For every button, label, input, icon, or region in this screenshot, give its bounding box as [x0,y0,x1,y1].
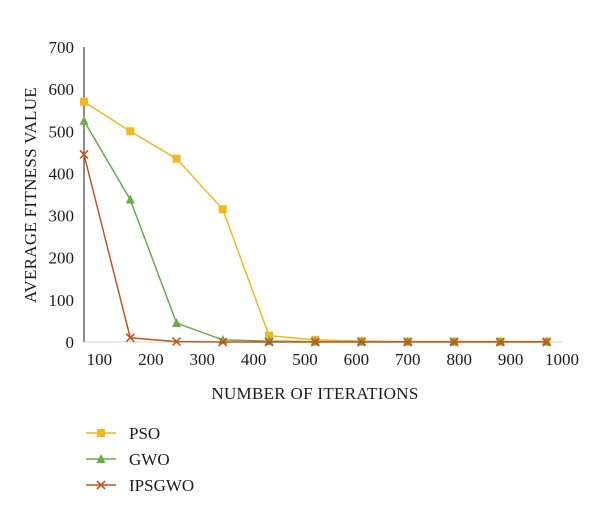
series-pso [80,97,551,346]
data-point [96,480,106,490]
y-tick-label: 400 [49,164,75,183]
y-tick-label: 500 [49,122,75,141]
data-point [264,336,274,346]
data-point [97,429,105,437]
x-tick-labels: 100 200 300 400 500 600 700 800 900 1000 [87,350,579,369]
data-point [171,337,182,347]
legend-label: PSO [129,424,160,443]
y-tick-labels: 0 100 200 300 400 500 600 700 [49,38,75,352]
y-tick-label: 600 [49,80,75,99]
data-point [264,337,274,347]
legend-label: GWO [129,450,170,469]
data-point [356,337,367,347]
y-tick-label: 0 [66,333,75,352]
x-tick-label: 500 [292,350,318,369]
data-point [403,337,413,347]
legend-label: IPSGWO [129,476,194,495]
x-tick-label: 600 [344,350,370,369]
data-point [310,337,320,347]
data-point [172,154,181,163]
data-point [79,149,89,160]
data-point [126,127,135,136]
data-point [172,318,182,328]
y-tick-label: 100 [49,291,75,310]
series-line [83,154,547,343]
x-tick-label: 800 [446,350,472,369]
data-point [125,194,135,204]
legend: PSO GWO IPSGWO [86,424,194,495]
x-tick-label: 400 [241,350,267,369]
y-tick-label: 300 [49,207,75,226]
y-axis-title: AVERAGE FITNESS VALUE [21,87,40,303]
series-line [83,101,547,343]
legend-item: GWO [86,450,170,469]
data-point [542,337,552,347]
data-point [265,331,274,340]
legend-item: IPSGWO [86,476,194,495]
data-point [125,333,135,343]
x-tick-label: 100 [87,350,113,369]
y-tick-label: 200 [49,249,75,268]
x-tick-label: 900 [498,350,524,369]
x-tick-label: 200 [138,350,164,369]
series-ipsgwo [79,149,552,347]
series-gwo [79,115,552,346]
x-tick-label: 1000 [545,350,579,369]
y-tick-label: 700 [49,38,75,57]
x-tick-label: 300 [189,350,215,369]
x-tick-label: 700 [395,350,421,369]
series-line [83,120,547,343]
data-point [79,115,89,125]
x-axis-title: NUMBER OF ITERATIONS [211,384,418,403]
legend-item: PSO [86,424,160,443]
data-point [449,337,459,347]
data-point [96,454,106,463]
data-point [80,97,88,106]
data-point [218,205,227,214]
series-layer [79,97,552,347]
data-point [218,337,228,347]
data-point [495,337,505,347]
